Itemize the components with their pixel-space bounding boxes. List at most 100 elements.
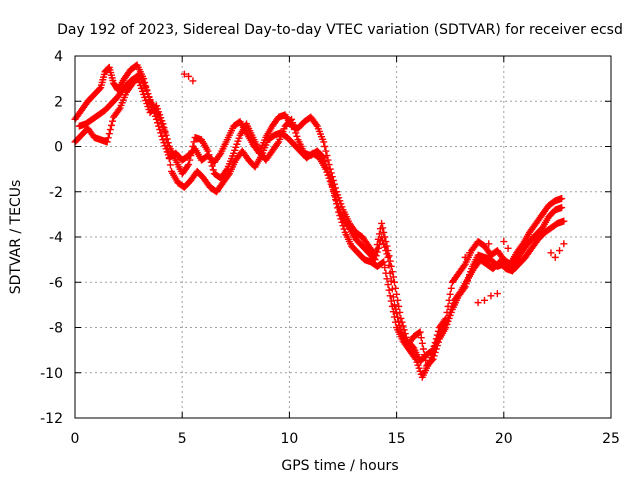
- plus-marker: [384, 281, 392, 289]
- plus-marker: [161, 127, 169, 135]
- plus-marker: [430, 352, 438, 360]
- plus-marker: [387, 297, 395, 305]
- plus-marker: [291, 126, 299, 134]
- plus-marker: [289, 119, 297, 127]
- plus-marker: [460, 284, 468, 292]
- plus-marker: [556, 247, 564, 255]
- plus-marker: [460, 262, 468, 270]
- plus-marker: [420, 351, 428, 359]
- plus-marker: [389, 273, 397, 281]
- plus-marker: [165, 155, 173, 163]
- plus-marker: [551, 253, 559, 261]
- y-axis-label: SDTVAR / TECUs: [8, 180, 24, 295]
- plus-marker: [560, 240, 568, 248]
- plus-marker: [206, 155, 214, 163]
- plus-marker: [379, 236, 387, 244]
- plus-marker: [208, 162, 216, 170]
- plus-marker: [385, 286, 393, 294]
- plus-marker: [487, 292, 495, 300]
- plus-marker: [293, 132, 301, 140]
- plus-marker: [158, 132, 166, 140]
- plus-marker: [96, 85, 104, 93]
- plus-marker: [319, 153, 327, 161]
- y-tick-label: 4: [54, 49, 63, 65]
- plus-marker: [378, 219, 386, 227]
- plus-marker: [103, 138, 111, 146]
- plus-marker: [422, 356, 430, 364]
- plus-marker: [106, 126, 114, 134]
- plus-marker: [504, 244, 512, 252]
- x-tick-label: 20: [495, 431, 513, 447]
- plus-marker: [152, 115, 160, 123]
- plus-marker: [188, 147, 196, 155]
- plus-marker: [205, 151, 213, 159]
- plus-marker: [380, 258, 388, 266]
- plus-marker: [434, 338, 442, 346]
- plus-marker: [380, 228, 388, 236]
- plus-marker: [189, 77, 197, 85]
- plus-marker: [392, 318, 400, 326]
- plus-marker: [465, 249, 473, 257]
- plus-marker: [431, 348, 439, 356]
- plus-marker: [180, 70, 188, 78]
- plus-marker: [326, 174, 334, 182]
- plus-marker: [429, 355, 437, 363]
- plus-marker: [371, 256, 379, 264]
- x-tick-label: 15: [388, 431, 406, 447]
- plus-marker: [163, 135, 171, 143]
- plus-marker: [187, 152, 195, 160]
- y-tick-label: -8: [49, 321, 63, 337]
- plus-marker: [381, 243, 389, 251]
- plus-marker: [105, 130, 113, 138]
- plus-marker: [419, 345, 427, 353]
- plus-marker: [390, 301, 398, 309]
- y-tick-label: 0: [54, 140, 63, 156]
- x-axis-label: GPS time / hours: [281, 458, 398, 474]
- plus-marker: [329, 185, 337, 193]
- plus-marker: [387, 277, 395, 285]
- plus-marker: [396, 322, 404, 330]
- plus-marker: [288, 115, 296, 123]
- plus-marker: [392, 284, 400, 292]
- plus-marker: [274, 139, 282, 147]
- plus-marker: [433, 342, 441, 350]
- plus-marker: [384, 253, 392, 261]
- axis-ticks: [74, 55, 612, 419]
- y-tick-label: -12: [40, 411, 63, 427]
- plus-marker: [321, 143, 329, 150]
- plus-marker: [394, 296, 402, 304]
- plus-marker: [292, 129, 300, 137]
- plus-marker: [325, 171, 333, 179]
- y-tick-labels: -12 -10 -8 -6 -4 -2 0 2 4: [40, 49, 63, 427]
- plus-marker: [115, 106, 123, 114]
- plus-marker: [107, 121, 115, 129]
- plus-marker: [396, 308, 404, 316]
- plus-marker: [395, 317, 403, 325]
- plus-marker: [385, 261, 393, 269]
- plus-marker: [447, 284, 455, 292]
- plus-marker: [416, 328, 424, 336]
- plus-marker: [560, 217, 568, 225]
- plus-marker: [216, 151, 224, 159]
- plus-marker: [547, 249, 555, 257]
- plus-marker: [323, 164, 331, 172]
- plus-marker: [432, 345, 440, 353]
- plus-marker: [290, 122, 298, 130]
- plus-marker: [393, 309, 401, 317]
- plus-marker: [340, 225, 348, 233]
- plus-marker: [322, 161, 330, 169]
- plus-marker: [389, 293, 397, 301]
- plus-marker: [446, 290, 454, 298]
- plus-marker: [159, 120, 167, 128]
- plus-marker: [204, 147, 212, 155]
- plus-marker: [186, 156, 194, 164]
- series-track-b: [71, 70, 568, 381]
- x-tick-label: 5: [178, 431, 187, 447]
- plus-marker: [162, 131, 170, 139]
- data-points: [71, 61, 568, 381]
- series-segment-d: [180, 70, 568, 307]
- plus-marker: [386, 257, 394, 265]
- plus-marker: [392, 305, 400, 313]
- plus-marker: [185, 161, 193, 169]
- plus-marker: [381, 264, 389, 272]
